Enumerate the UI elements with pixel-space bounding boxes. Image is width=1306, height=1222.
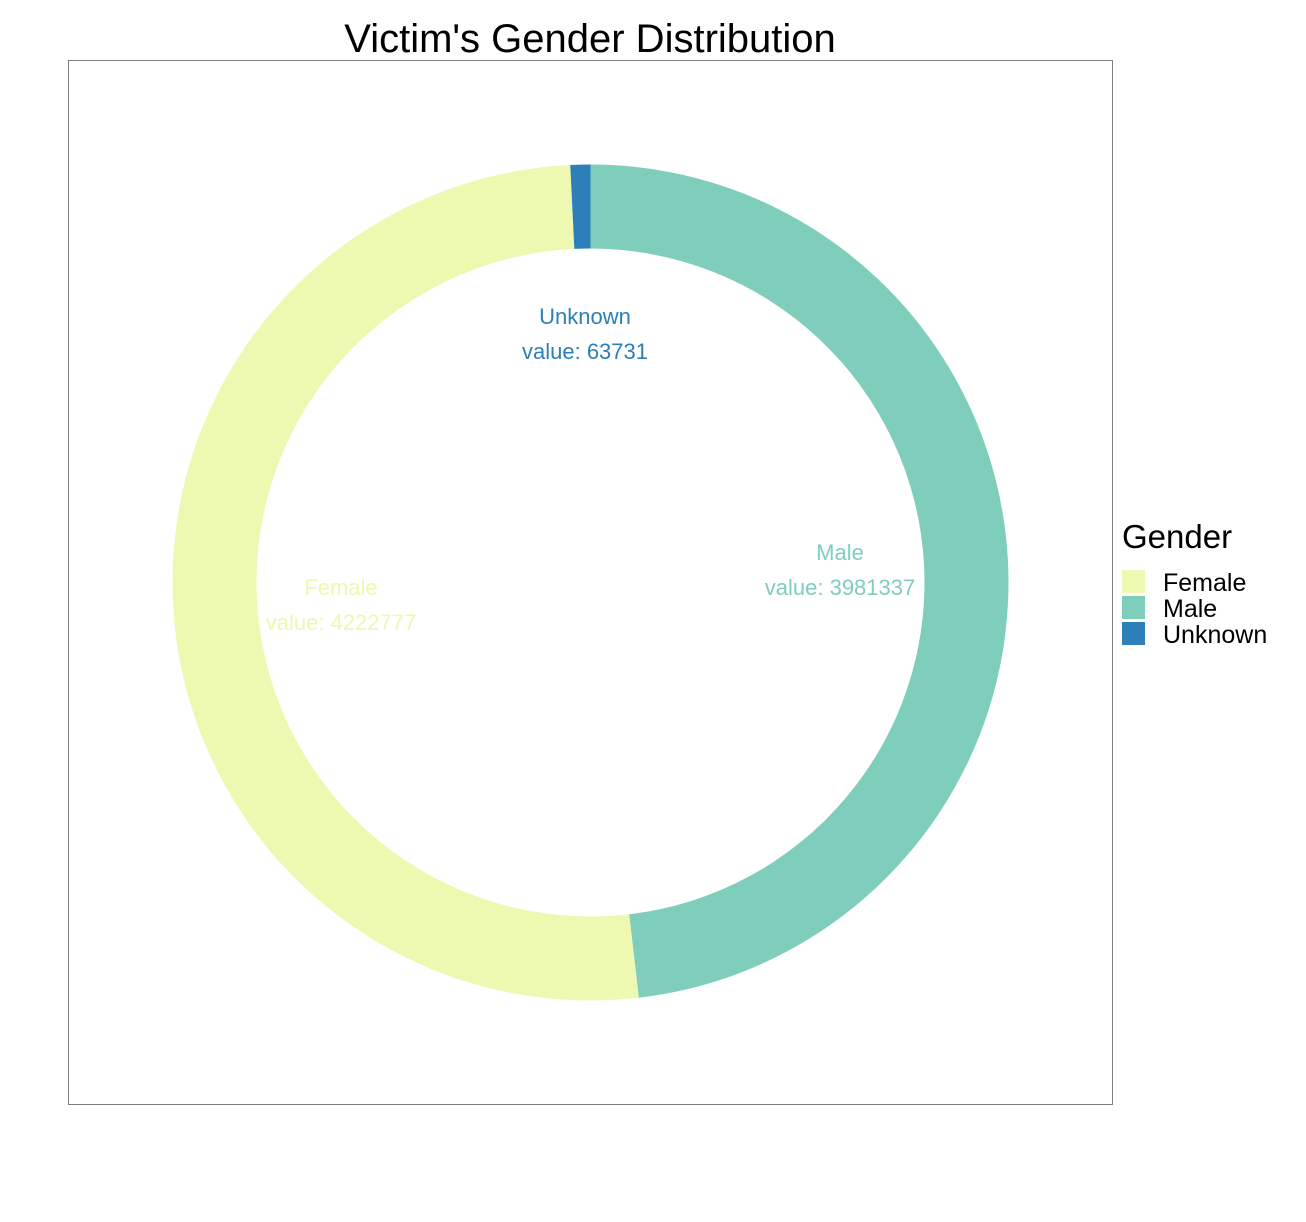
legend-swatch-male [1122, 596, 1145, 619]
donut [172, 164, 1009, 1001]
legend-swatch-unknown [1122, 622, 1145, 645]
slice-male [590, 164, 1009, 998]
slice-value-unknown: value: 63731 [522, 339, 648, 364]
slice-label-unknown: Unknown [539, 304, 631, 329]
slice-value-female: value: 4222777 [266, 610, 416, 635]
legend-title: Gender [1122, 518, 1232, 555]
chart-title: Victim's Gender Distribution [344, 17, 836, 61]
slice-label-female: Female [304, 575, 377, 600]
legend-label-female: Female [1163, 569, 1246, 597]
slice-unknown [570, 164, 591, 249]
slice-value-male: value: 3981337 [765, 575, 915, 600]
slice-label-male: Male [816, 540, 864, 565]
legend-swatch-female [1122, 570, 1145, 593]
legend-label-male: Male [1163, 595, 1217, 623]
legend-label-unknown: Unknown [1163, 621, 1267, 649]
slice-female [172, 164, 639, 1001]
slice-labels: Female value: 4222777 Male value: 3981337 Un… [266, 304, 915, 635]
